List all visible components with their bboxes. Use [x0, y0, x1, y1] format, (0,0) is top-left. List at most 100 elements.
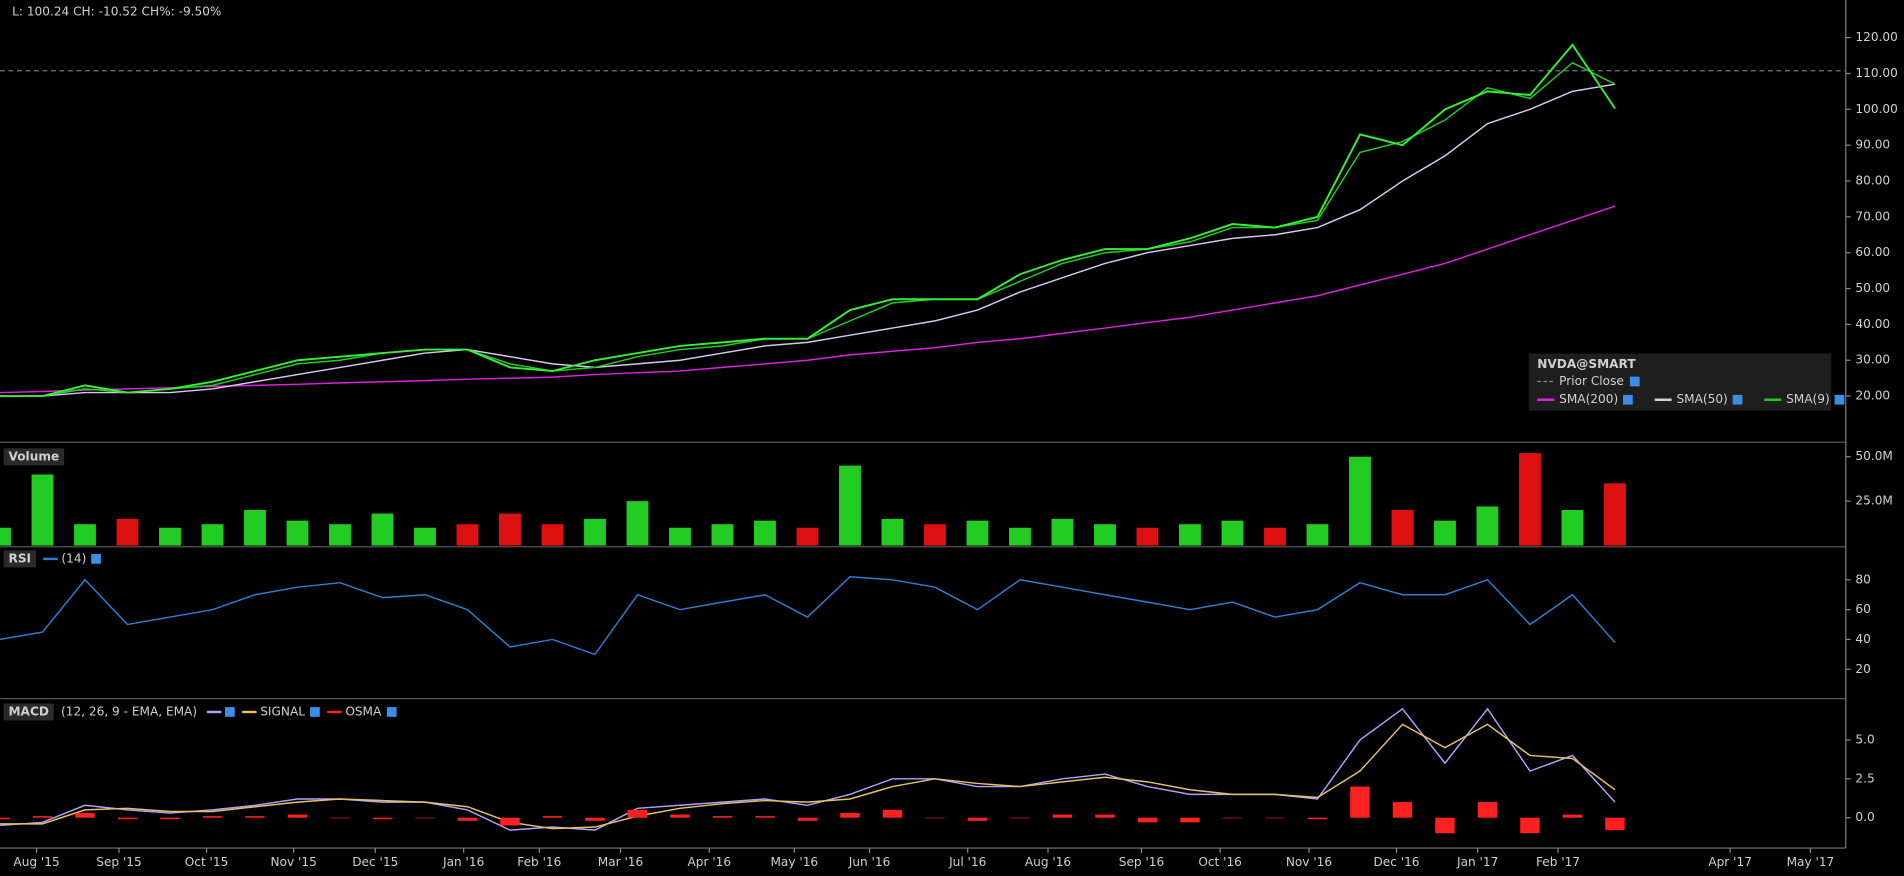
bar [329, 524, 351, 546]
bar [755, 816, 775, 818]
y-tick-label: 30.00 [1855, 353, 1890, 367]
bar [372, 817, 393, 820]
series-line [0, 707, 1616, 831]
checkbox[interactable] [91, 554, 101, 564]
bar [1010, 817, 1030, 819]
series-line [0, 576, 1616, 656]
bar [1562, 814, 1583, 818]
legend-label: SMA(50) [1676, 392, 1727, 406]
x-tick-label: Sep '16 [1119, 855, 1164, 869]
bar [541, 524, 564, 546]
bar [1349, 456, 1371, 546]
bar [456, 524, 479, 546]
bar [542, 816, 563, 818]
pane-subtitle: (12, 26, 9 - EMA, EMA) [61, 704, 197, 718]
x-tick-label: Jun '16 [848, 855, 891, 869]
bar [1519, 453, 1541, 546]
bar [1391, 509, 1414, 546]
x-tick-label: May '16 [770, 855, 818, 869]
bar [500, 817, 520, 826]
checkbox[interactable] [310, 707, 320, 717]
y-tick-label: 20 [1855, 662, 1870, 676]
bar [1434, 520, 1456, 546]
bar [1561, 509, 1584, 546]
bar [1265, 817, 1285, 819]
series-line [0, 83, 1616, 397]
bar [286, 520, 309, 546]
bar [627, 809, 648, 818]
legend-label: (14) [61, 551, 86, 565]
x-tick-label: Dec '15 [352, 855, 398, 869]
bar [882, 809, 903, 818]
bar [712, 816, 733, 818]
x-tick-label: Sep '15 [96, 855, 141, 869]
series-line [0, 43, 1616, 398]
bar [160, 817, 180, 820]
bar [840, 813, 860, 818]
bar [1435, 817, 1455, 834]
y-tick-label: 0.0 [1855, 810, 1874, 824]
y-tick-label: 80.00 [1855, 174, 1890, 188]
bar [32, 816, 53, 818]
bar [1094, 524, 1116, 546]
x-tick-label: Jan '17 [1456, 855, 1498, 869]
bar [1605, 817, 1625, 831]
bar [1221, 520, 1244, 546]
x-tick-label: Nov '16 [1286, 855, 1332, 869]
bar [924, 524, 946, 546]
bar [116, 518, 139, 546]
legend-label: SMA(200) [1559, 392, 1618, 406]
checkbox[interactable] [1623, 394, 1633, 405]
bar [796, 527, 819, 546]
bar [117, 817, 138, 820]
x-tick-label: Feb '17 [1536, 855, 1580, 869]
x-tick-label: May '17 [1787, 855, 1835, 869]
bar [74, 524, 96, 546]
bar [1307, 817, 1328, 820]
legend-label: SMA(9) [1786, 392, 1830, 406]
checkbox[interactable] [386, 707, 397, 717]
bar [881, 518, 904, 546]
y-tick-label: 40 [1855, 632, 1870, 646]
y-tick-label: 40.00 [1855, 317, 1890, 331]
checkbox[interactable] [1732, 394, 1743, 405]
bar [371, 513, 394, 546]
bar [1052, 814, 1073, 818]
y-tick-label: 50.0M [1855, 449, 1892, 463]
bar [1222, 817, 1243, 819]
y-tick-label: 90.00 [1855, 138, 1890, 152]
bar [711, 524, 734, 546]
x-tick-label: Apr '17 [1708, 855, 1752, 869]
x-tick-label: Dec '16 [1373, 855, 1419, 869]
checkbox[interactable] [1834, 394, 1845, 405]
bar [244, 509, 266, 546]
checkbox[interactable] [1629, 376, 1640, 387]
x-tick-label: Aug '16 [1025, 855, 1071, 869]
x-tick-label: Jan '16 [442, 855, 484, 869]
legend-label: Prior Close [1559, 374, 1624, 388]
bar [1477, 802, 1498, 818]
bar [1180, 817, 1200, 823]
legend-box [1528, 353, 1832, 411]
bar [626, 501, 649, 546]
bar [1350, 786, 1370, 818]
bar [669, 527, 691, 546]
y-tick-label: 2.5 [1855, 771, 1874, 785]
pane-title-bg [3, 550, 36, 568]
pane-title-bg [3, 448, 65, 466]
bar [1179, 524, 1201, 546]
bar [1392, 802, 1413, 818]
bar [1306, 524, 1329, 546]
bar [159, 527, 181, 546]
y-tick-label: 50.00 [1855, 281, 1890, 295]
pane-title-bg [3, 703, 54, 721]
y-tick-label: 20.00 [1855, 389, 1890, 403]
bar [31, 474, 54, 546]
bar [287, 814, 308, 818]
bar [499, 513, 521, 546]
checkbox[interactable] [225, 707, 235, 717]
bar [1264, 527, 1286, 546]
bar [1476, 506, 1499, 546]
